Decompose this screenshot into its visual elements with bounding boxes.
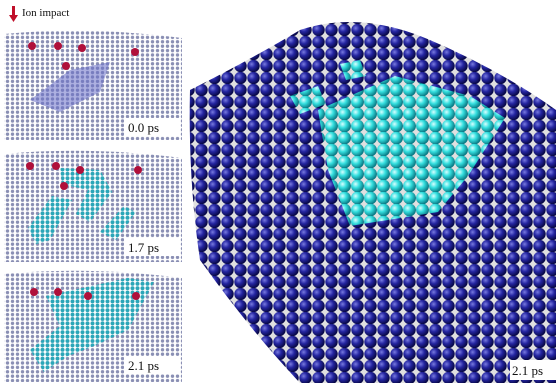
ion-arrow-head — [9, 15, 18, 22]
main-panel: 2.1 ps — [190, 22, 556, 383]
time-label: 2.1 ps — [128, 358, 159, 373]
header-label: Ion impact — [22, 7, 69, 19]
figure: Ion impact 0.0 ps 1.7 ps 2.1 ps — [0, 0, 556, 383]
time-label: 1.7 ps — [128, 240, 159, 255]
panel: 1.7 ps — [4, 151, 182, 262]
page: Ion impact 0.0 ps 1.7 ps 2.1 ps — [0, 0, 556, 383]
panel: 2.1 ps — [4, 271, 182, 382]
time-label: 0.0 ps — [128, 120, 159, 135]
panel: 0.0 ps — [4, 31, 182, 140]
time-label: 2.1 ps — [512, 363, 543, 378]
